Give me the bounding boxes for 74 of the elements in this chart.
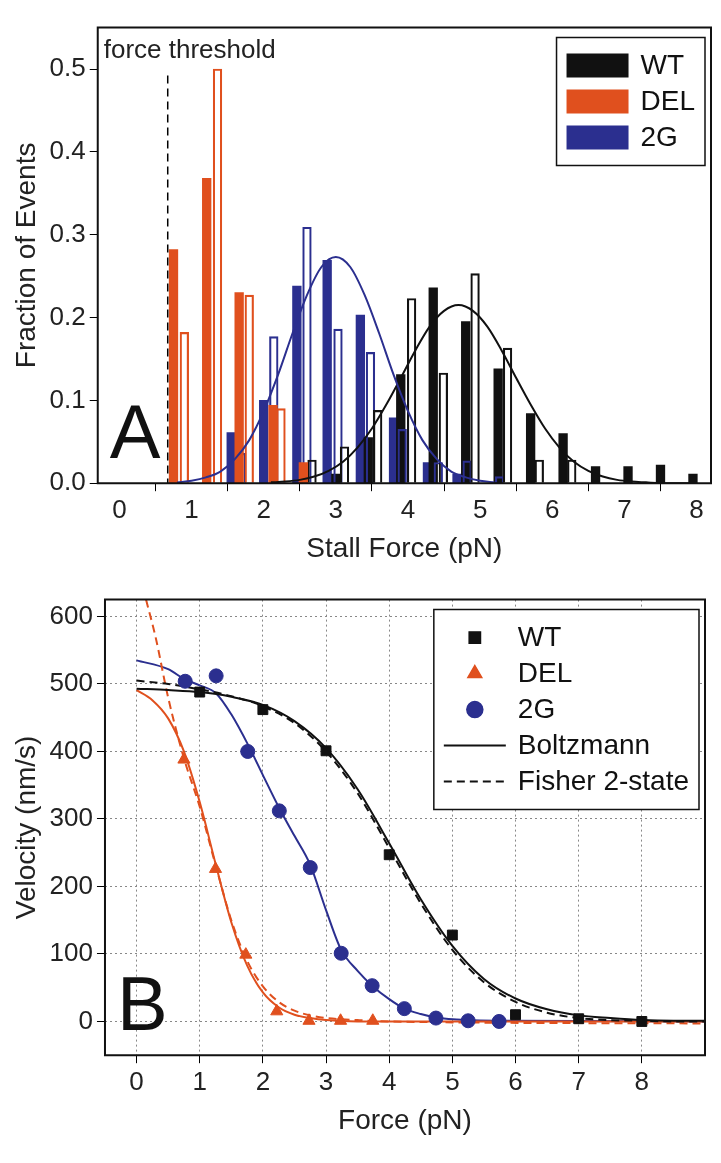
bar [202, 178, 212, 484]
point [510, 1009, 521, 1021]
point [270, 1003, 284, 1016]
point [446, 929, 458, 941]
y-tick-label: 300 [49, 802, 93, 833]
y-tick-label: 0.3 [49, 217, 86, 248]
point [428, 1010, 444, 1026]
x-tick-label: 0 [129, 1065, 144, 1096]
point [334, 1013, 348, 1025]
bar [168, 249, 179, 484]
x-tick-label: 2 [256, 493, 271, 524]
y-tick-label: 0 [78, 1004, 93, 1035]
annotation: B [116, 961, 168, 1047]
y-axis-title: Fraction of Events [9, 142, 41, 369]
x-tick-label: 7 [571, 1065, 586, 1096]
point [208, 861, 223, 873]
legend-label: Boltzmann [517, 729, 651, 761]
point [208, 668, 224, 684]
legend-label: DEL [517, 657, 573, 689]
ref-line-label: force threshold [103, 33, 276, 64]
y-tick-label: 0.2 [49, 300, 86, 331]
x-tick-label: 8 [689, 493, 704, 524]
point [177, 673, 193, 689]
point [383, 849, 395, 861]
y-tick-label: 0.4 [49, 135, 86, 166]
legend-label: DEL [640, 85, 695, 117]
point [302, 860, 318, 876]
y-tick-label: 400 [49, 734, 93, 765]
y-tick-label: 100 [49, 937, 93, 968]
point [302, 1013, 316, 1025]
x-axis-title: Force (pN) [338, 1103, 472, 1135]
point [194, 686, 206, 698]
point [333, 945, 349, 961]
y-axis-title: Velocity (nm/s) [9, 735, 41, 920]
x-tick-label: 3 [318, 1065, 334, 1096]
point [491, 1013, 507, 1029]
y-tick-label: 200 [49, 869, 93, 900]
point [240, 743, 256, 759]
legend-label: 2G [640, 121, 678, 153]
x-tick-label: 4 [381, 1065, 397, 1096]
x-tick-label: 5 [445, 1065, 460, 1096]
x-tick-label: 3 [328, 493, 344, 524]
point [239, 947, 253, 959]
x-tick-label: 1 [192, 1065, 207, 1096]
point [366, 1013, 380, 1025]
y-tick-label: 600 [49, 599, 93, 630]
y-tick-label: 500 [49, 667, 93, 698]
x-tick-label: 0 [112, 493, 127, 524]
x-tick-label: 5 [472, 493, 488, 524]
x-axis-title: Stall Force (pN) [306, 531, 503, 563]
annotation: A [109, 389, 161, 475]
point [320, 745, 332, 757]
x-tick-label: 7 [617, 493, 632, 524]
point [396, 1001, 412, 1017]
legend-label: Fisher 2-state [517, 765, 689, 797]
point [177, 752, 191, 764]
legend-label: 2G [517, 693, 556, 725]
point [573, 1013, 585, 1025]
point [364, 978, 380, 994]
point [460, 1013, 476, 1029]
y-tick-label: 0.5 [49, 52, 86, 83]
y-tick-label: 0.0 [49, 466, 86, 497]
x-tick-label: 6 [508, 1065, 523, 1096]
y-tick-label: 0.1 [49, 383, 86, 414]
x-tick-label: 2 [255, 1065, 271, 1096]
point [271, 803, 287, 819]
legend-label: WT [517, 621, 562, 653]
x-tick-label: 6 [545, 493, 560, 524]
legend-label: WT [640, 49, 685, 81]
point [636, 1016, 648, 1027]
x-tick-label: 4 [400, 493, 416, 524]
x-tick-label: 1 [184, 493, 199, 524]
point [257, 704, 269, 716]
x-tick-label: 8 [634, 1065, 650, 1096]
